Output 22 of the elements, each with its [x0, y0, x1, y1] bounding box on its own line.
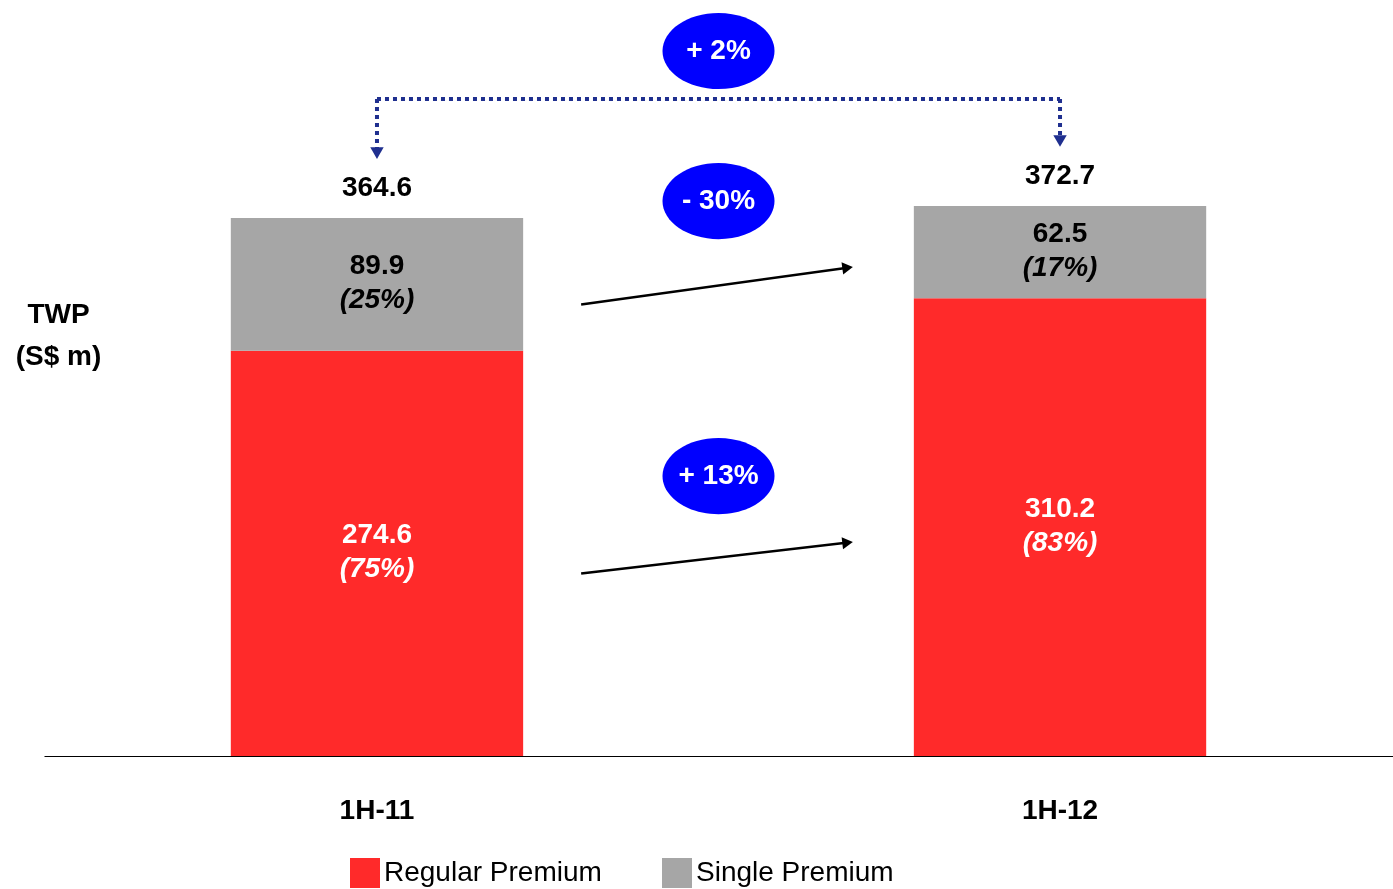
x-tick-label: 1H-12 — [1021, 793, 1099, 825]
annotation: (75%) — [339, 552, 415, 584]
total-label: 364.6 — [341, 171, 413, 203]
legend-label: Single Premium — [696, 856, 894, 887]
data-label: 310.2 — [1024, 492, 1096, 524]
x-tick-label: 1H-11 — [339, 793, 415, 825]
annotation: (25%) — [339, 283, 415, 315]
annotation: (17%) — [1022, 251, 1098, 283]
annotation: - 30% — [681, 184, 756, 216]
data-label: 89.9 — [349, 249, 405, 281]
bar — [230, 350, 524, 756]
legend-label: Regular Premium — [384, 856, 602, 887]
total-label: 372.7 — [1024, 159, 1096, 190]
annotation: + 13% — [678, 459, 759, 491]
bar — [230, 218, 524, 351]
data-label: 62.5 — [1032, 217, 1088, 249]
bar — [913, 206, 1207, 299]
text: + 2% — [686, 34, 751, 65]
annotation: (83%) — [1022, 526, 1098, 558]
bar — [913, 298, 1207, 756]
data-label: 274.6 — [341, 518, 413, 550]
y-axis-title: TWP (S$ m) — [15, 297, 102, 371]
